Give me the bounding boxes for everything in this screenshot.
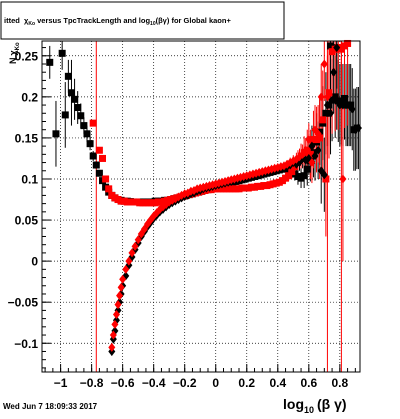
square-marker [105,185,113,193]
footer-timestamp: Wed Jun 7 18:09:33 2017 [3,402,98,411]
diamond-marker [134,235,142,245]
diamond-marker [330,67,338,77]
x-tick-label: 0 [212,376,219,390]
y-tick-label: 0.15 [15,131,39,145]
square-marker [89,152,97,160]
square-marker [327,42,335,50]
diamond-marker [305,135,313,145]
diamond-marker [333,43,341,53]
diamond-marker [317,92,325,102]
y-tick-label: −0.1 [14,337,38,351]
y-tick-label: 0.1 [21,172,38,186]
square-marker [285,172,293,180]
square-marker [64,72,72,80]
x-tick-label: −0.2 [173,376,197,390]
data-markers [46,39,362,356]
y-axis-label-text: NχKo [8,42,21,64]
axis-ticks [42,47,356,372]
square-marker [46,58,54,66]
square-marker [89,119,97,127]
y-tick-label: 0 [31,255,38,269]
diamond-marker [327,108,335,118]
square-marker [86,140,94,148]
diamond-marker [320,170,328,180]
diamond-marker [119,274,127,284]
square-marker [303,165,311,173]
square-marker [316,134,324,142]
x-tick-label: 0.8 [331,376,348,390]
y-axis-label: NχKo [8,42,21,64]
square-marker [74,104,82,112]
plot-frame [41,40,361,373]
square-marker [80,122,88,130]
square-marker [288,168,296,176]
square-marker [322,109,330,117]
square-marker [300,172,308,180]
diamond-marker [109,330,117,340]
diamond-marker [108,342,116,352]
square-marker [331,93,339,101]
square-marker [92,161,100,169]
square-marker [61,111,69,119]
diamond-marker [114,300,122,310]
grid [42,41,360,372]
diamond-marker [320,59,328,69]
diamond-marker [116,291,124,301]
diamond-marker [111,319,119,329]
diamond-marker [311,151,319,161]
x-tick-label: −1 [54,376,68,390]
y-tick-label: 0.25 [15,49,39,63]
y-tick-label: 0.05 [15,214,39,228]
diamond-marker [314,129,322,139]
diamond-marker [308,141,316,151]
diamond-marker [314,145,322,155]
diamond-marker [339,174,347,184]
square-marker [340,94,348,102]
diamond-marker [308,158,316,168]
chart-title: itted χKo versus TpcTrackLength and log1… [4,16,231,27]
title-box [0,1,285,40]
diamond-marker [302,145,310,155]
square-marker [83,130,91,138]
x-tick-label: 0.6 [300,376,317,390]
square-marker [95,169,103,177]
vertical-lines [95,41,342,372]
x-tick-label: −0.8 [80,376,104,390]
tick-labels: −1 −0.8 −0.6 −0.4 −0.2 0 0.2 0.4 0.6 0.8 −0.1 −0.05… [8,49,349,390]
x-tick-label: 0.4 [269,376,286,390]
square-marker [52,130,60,138]
square-marker [322,175,330,183]
diamond-marker [117,282,125,292]
x-tick-label: −0.4 [142,376,166,390]
square-marker [67,89,75,97]
square-marker [344,39,352,47]
x-tick-label: −0.6 [111,376,135,390]
square-marker [102,175,110,183]
x-axis-label: log10 (β γ) [283,396,347,414]
x-tick-label: 0.2 [238,376,255,390]
diamond-marker [122,264,130,274]
diamond-marker [128,248,136,258]
square-marker [319,116,327,124]
diamond-marker [125,256,133,266]
diamond-marker [348,104,356,114]
square-marker [58,49,66,57]
square-marker [325,89,333,97]
diamond-marker [112,310,120,320]
square-marker [71,95,79,103]
diamond-marker [323,92,331,102]
square-marker [77,112,85,120]
diamond-marker [323,100,331,110]
y-tick-label: −0.05 [8,296,39,310]
square-marker [95,146,103,154]
diamond-marker [131,241,139,251]
y-tick-label: 0.2 [21,90,38,104]
square-marker [306,150,314,158]
square-marker [98,154,106,162]
